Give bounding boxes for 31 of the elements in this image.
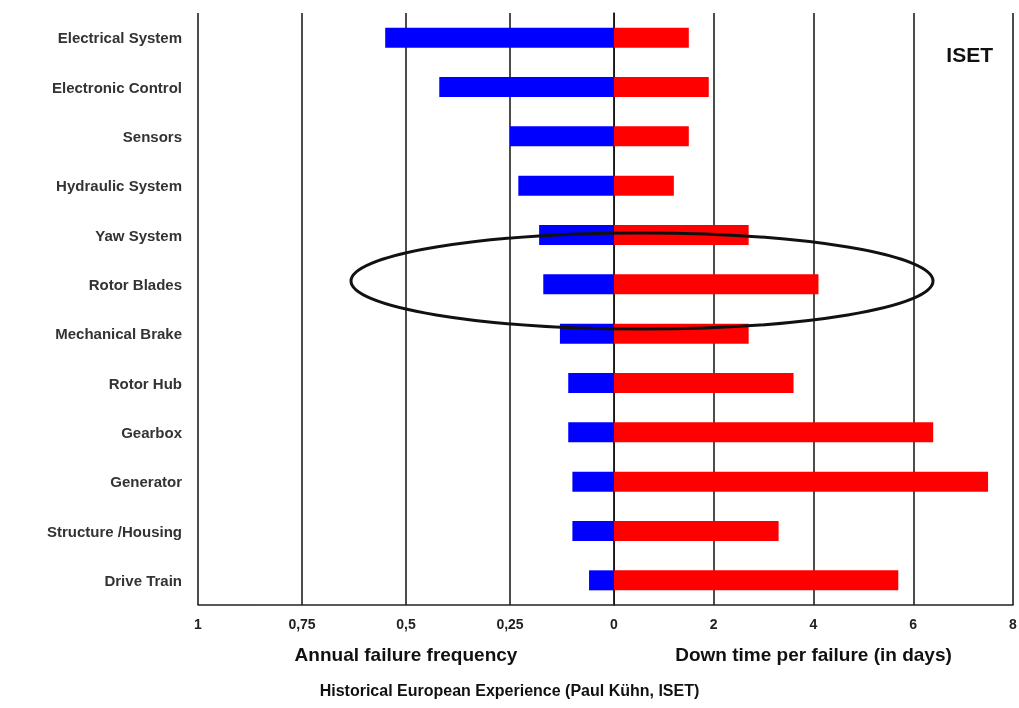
x-tick-label: 0,5 <box>396 616 416 632</box>
bar <box>589 570 614 591</box>
x-tick-label: 6 <box>909 616 918 632</box>
text: Historical European Experience (Paul Kühn, ISET) <box>318 682 701 700</box>
x-axis-title: Annual failure frequency <box>294 644 518 665</box>
y-tick-label: Mechanical Brake <box>55 325 182 343</box>
bar <box>614 27 689 48</box>
x-tick-label: 8 <box>1009 616 1018 632</box>
y-tick-label: Rotor Blades <box>88 275 182 293</box>
y-tick-label: Electronic Control <box>51 78 182 96</box>
y-tick-label: Generator <box>110 473 183 491</box>
x-tick-label: 0 <box>610 616 619 632</box>
x-tick-label: 1 <box>194 616 203 632</box>
x-axis-title: Down time per failure (in days) <box>675 644 952 665</box>
bar <box>568 373 614 393</box>
x-tick-label: 0,25 <box>496 616 524 632</box>
y-tick-label: Electrical System <box>57 29 182 47</box>
y-tick-label: Structure /Housing <box>46 522 182 540</box>
bar <box>568 422 614 443</box>
y-tick-label: Hydraulic System <box>56 177 182 195</box>
y-tick-label: Yaw System <box>95 226 182 244</box>
x-tick-label: 2 <box>709 616 718 632</box>
y-tick-label: Sensors <box>122 127 182 145</box>
x-tick-label: 4 <box>809 616 818 632</box>
annotation: ISET <box>946 43 994 66</box>
x-tick-label: 0,75 <box>288 616 316 632</box>
y-tick-label: Drive Train <box>104 571 182 589</box>
y-tick-label: Gearbox <box>121 423 183 441</box>
y-tick-label: Rotor Hub <box>108 374 182 392</box>
bar <box>572 521 614 541</box>
bar <box>572 471 614 492</box>
